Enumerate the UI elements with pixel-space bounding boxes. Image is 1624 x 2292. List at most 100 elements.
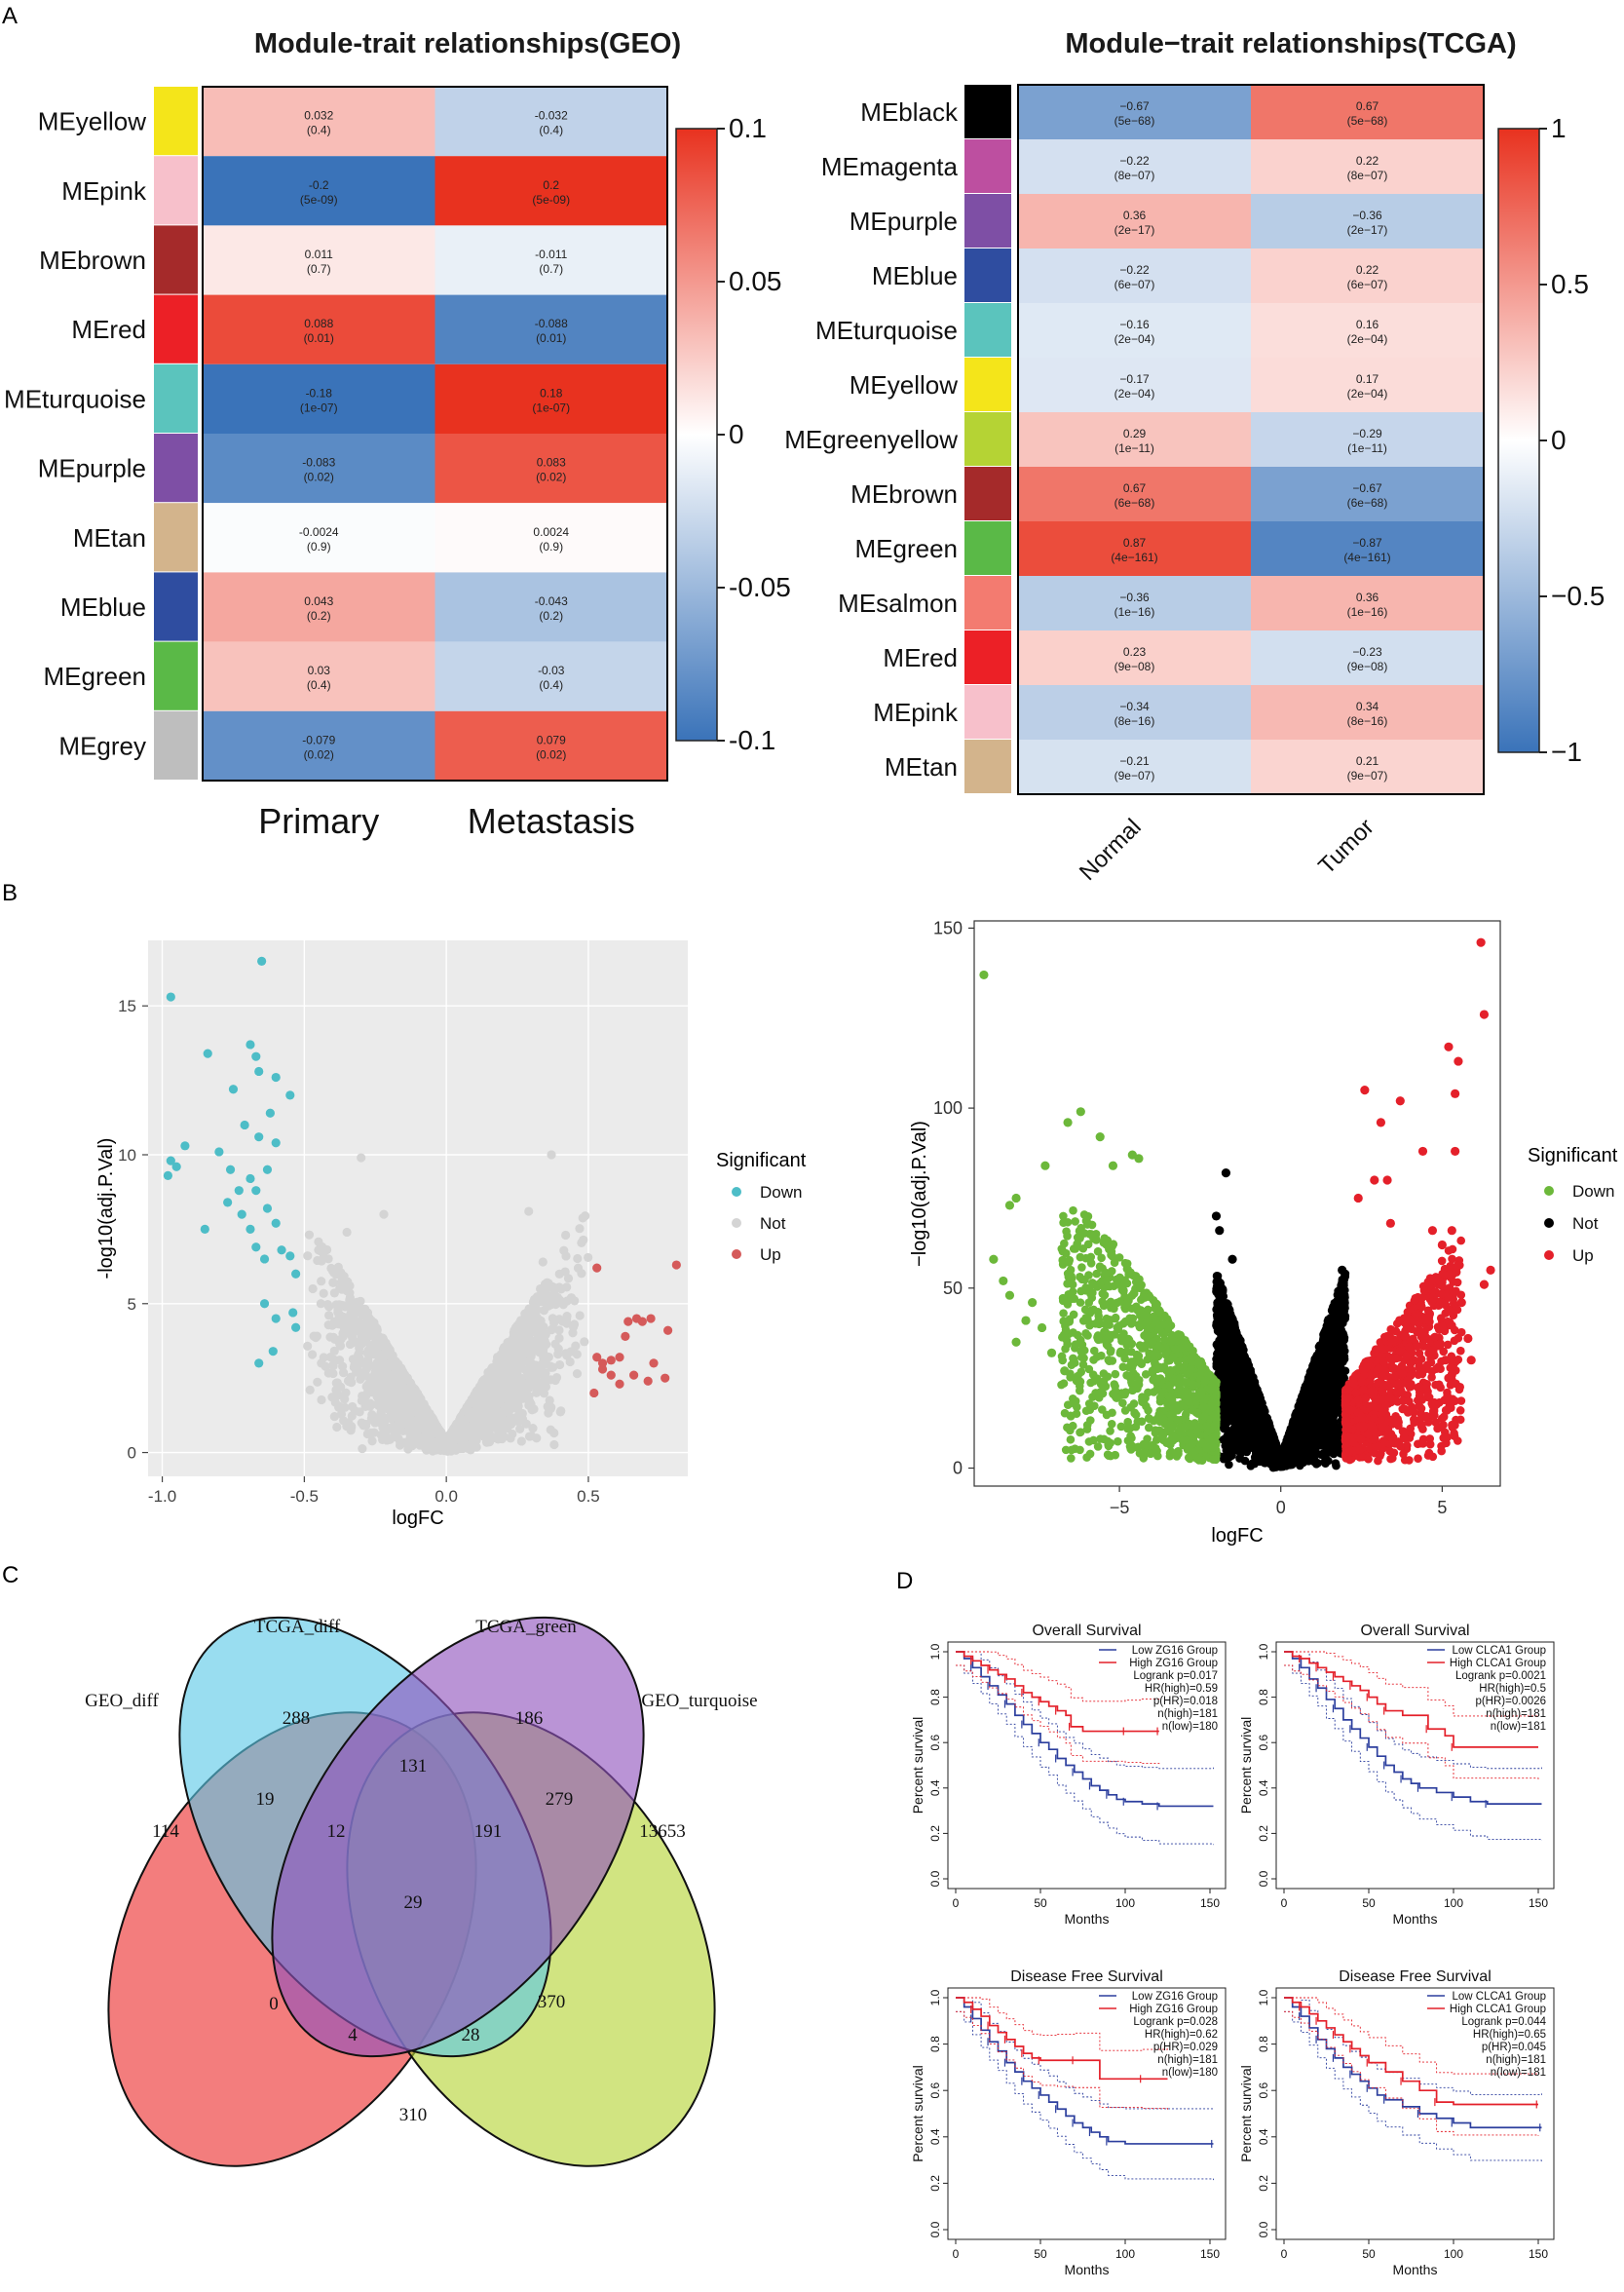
geo-point-not	[451, 1424, 461, 1433]
tcga-row-swatch-mepink	[964, 685, 1011, 739]
geo-cell-metan-primary	[203, 503, 435, 573]
panel-label-a: A	[2, 3, 18, 29]
geo-point-not	[485, 1431, 495, 1440]
tcga-cell-value-meblue-normal: −0.22	[1119, 263, 1150, 277]
geo-cell-mered-metastasis	[434, 294, 667, 364]
geo-point-not	[366, 1388, 376, 1397]
tcga-cell-pvalue-memagenta-normal: (8e−07)	[1114, 169, 1155, 182]
geo-point-not	[496, 1384, 506, 1394]
geo-point-not	[566, 1293, 577, 1303]
tcga-cell-value-metan-tumor: 0.21	[1356, 754, 1379, 768]
geo-point-not	[579, 1235, 588, 1245]
geo-point-not	[544, 1353, 553, 1362]
geo-xtick-label-1: -0.5	[290, 1487, 319, 1506]
geo-point-up	[592, 1353, 602, 1362]
geo-col-label-metastasis: Metastasis	[468, 801, 635, 841]
geo-point-not	[325, 1353, 335, 1362]
geo-point-not	[369, 1376, 379, 1386]
geo-point-not	[319, 1288, 328, 1298]
geo-row-swatch-mered	[154, 294, 198, 363]
geo-point-not	[347, 1411, 357, 1421]
tcga-cell-value-metan-normal: −0.21	[1119, 754, 1150, 768]
geo-point-down	[225, 1165, 236, 1174]
tcga-cell-pvalue-meturquoise-tumor: (2e−04)	[1347, 332, 1388, 346]
geo-point-not	[472, 1435, 481, 1445]
geo-point-not	[515, 1358, 525, 1368]
geo-cell-value-mepink-primary: -0.2	[309, 178, 329, 192]
tcga-row-label-megreen: MEgreen	[855, 534, 959, 563]
geo-point-not	[377, 1434, 388, 1444]
tcga-row-swatch-metan	[964, 740, 1011, 793]
geo-point-not	[328, 1278, 338, 1287]
tcga-row-label-megreenyellow: MEgreenyellow	[784, 425, 958, 454]
tcga-cell-pvalue-megreen-tumor: (4e−161)	[1343, 551, 1390, 564]
panel-label-b: B	[2, 880, 18, 906]
geo-legend-swatch-not	[732, 1218, 741, 1228]
geo-point-not	[313, 1255, 322, 1266]
geo-row-swatch-mebrown	[154, 225, 198, 294]
geo-point-up	[589, 1388, 599, 1398]
geo-point-not	[577, 1269, 586, 1279]
geo-point-up	[615, 1379, 624, 1389]
geo-point-down	[271, 1218, 281, 1228]
geo-row-label-meturquoise: MEturquoise	[4, 384, 146, 413]
tcga-row-label-mepink: MEpink	[873, 698, 959, 727]
geo-point-not	[554, 1269, 564, 1280]
geo-point-down	[259, 1254, 270, 1264]
geo-ytick-label-0: 0	[128, 1444, 136, 1463]
geo-row-label-metan: MEtan	[73, 523, 146, 553]
geo-point-not	[317, 1358, 326, 1368]
geo-row-label-meyellow: MEyellow	[38, 107, 146, 136]
geo-cell-value-meyellow-metastasis: -0.032	[535, 109, 568, 123]
geo-point-not	[529, 1404, 539, 1414]
geo-point-down	[200, 1224, 209, 1234]
geo-row-swatch-megreen	[154, 641, 198, 710]
geo-cell-pvalue-mepurple-metastasis: (0.02)	[536, 471, 566, 484]
tcga-cell-value-mepurple-tumor: −0.36	[1352, 209, 1382, 222]
geo-point-up	[646, 1314, 656, 1323]
geo-point-down	[240, 1120, 249, 1130]
tcga-cell-value-megreenyellow-tumor: −0.29	[1352, 427, 1382, 440]
geo-cell-pvalue-mepink-metastasis: (5e-09)	[532, 193, 570, 207]
tcga-cell-meturquoise-tumor	[1251, 303, 1484, 358]
geo-point-down	[237, 1209, 246, 1219]
geo-point-down	[251, 1051, 261, 1061]
geo-colorbar-tick-label-0: 0.1	[729, 113, 767, 143]
geo-point-not	[515, 1424, 525, 1433]
geo-point-not	[488, 1371, 499, 1381]
geo-cell-value-metan-primary: -0.0024	[299, 525, 339, 539]
tcga-row-swatch-memagenta	[964, 139, 1011, 193]
geo-point-not	[416, 1394, 426, 1404]
geo-heatmap-border	[202, 86, 668, 782]
tcga-cell-mepurple-tumor	[1251, 194, 1484, 248]
geo-point-down	[180, 1141, 190, 1151]
geo-cell-value-meturquoise-metastasis: 0.18	[540, 386, 563, 400]
geo-point-up	[606, 1370, 616, 1380]
geo-point-not	[316, 1299, 325, 1309]
geo-cell-pvalue-meturquoise-primary: (1e-07)	[300, 401, 338, 414]
geo-point-not	[305, 1385, 315, 1394]
tcga-cell-pvalue-meblue-normal: (6e−07)	[1114, 278, 1155, 291]
tcga-cell-value-mepink-tumor: 0.34	[1356, 700, 1379, 713]
geo-point-not	[381, 1427, 391, 1437]
geo-cell-value-meturquoise-primary: -0.18	[306, 386, 333, 400]
geo-cell-value-megreen-metastasis: -0.03	[538, 664, 565, 677]
geo-point-not	[547, 1325, 556, 1335]
geo-point-not	[504, 1393, 513, 1402]
geo-point-not	[324, 1311, 334, 1320]
geo-ytick-label-2: 10	[118, 1146, 136, 1165]
geo-point-not	[348, 1401, 358, 1412]
geo-xtick-label-2: 0.0	[434, 1487, 458, 1506]
geo-point-up	[643, 1376, 653, 1386]
geo-point-down	[285, 1090, 295, 1100]
geo-point-not	[345, 1280, 355, 1291]
geo-point-not	[365, 1401, 375, 1411]
geo-point-down	[285, 1251, 295, 1261]
geo-point-not	[481, 1382, 491, 1392]
tcga-colorbar-tick-label-2: 0	[1551, 425, 1567, 455]
geo-point-not	[334, 1402, 344, 1412]
geo-point-not	[325, 1332, 335, 1342]
geo-point-not	[506, 1433, 515, 1443]
tcga-cell-mepink-normal	[1018, 685, 1251, 740]
geo-point-not	[367, 1436, 377, 1446]
